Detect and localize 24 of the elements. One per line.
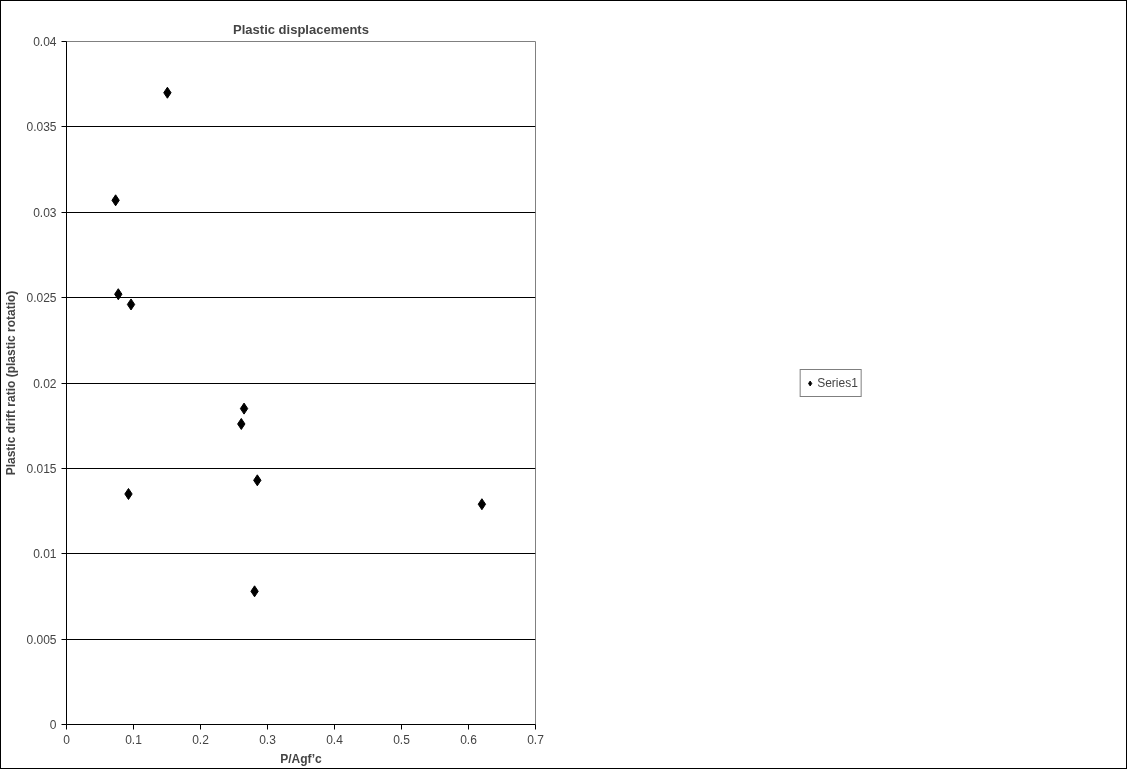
legend-label: Series1 [817, 375, 858, 390]
y-tick-label: 0.035 [26, 120, 57, 135]
point [477, 498, 487, 511]
x-tick-label: 0.4 [326, 732, 344, 747]
point [126, 298, 136, 311]
y-axis-title: Plastic drift ratio (plastic rotatio) [4, 290, 19, 476]
y-tick-label: 0.005 [26, 632, 57, 647]
x-tick-label: 0.2 [192, 732, 210, 747]
x-tick-label: 0.3 [259, 732, 277, 747]
y-tick-label: 0.04 [33, 35, 57, 49]
x-tick-label: 0.5 [393, 732, 411, 747]
y-tick-label: 0.015 [26, 461, 57, 476]
y-tick-label: 0.025 [26, 291, 57, 306]
x-tick-label: 0.6 [460, 732, 478, 747]
chart-title: Plastic displacements [233, 21, 369, 37]
x-tick-label: 0 [63, 732, 71, 747]
y-tick-label: 0.02 [33, 376, 57, 391]
y-tick-label: 0.03 [33, 205, 57, 220]
x-axis-title: P/Agf’c [280, 751, 323, 766]
point [239, 402, 249, 415]
x-tick-label: 0.1 [125, 732, 143, 747]
y-tick-label: 0.01 [33, 547, 57, 562]
y-tick-label: 0 [49, 718, 57, 732]
x-tick-label: 0.7 [527, 732, 545, 747]
